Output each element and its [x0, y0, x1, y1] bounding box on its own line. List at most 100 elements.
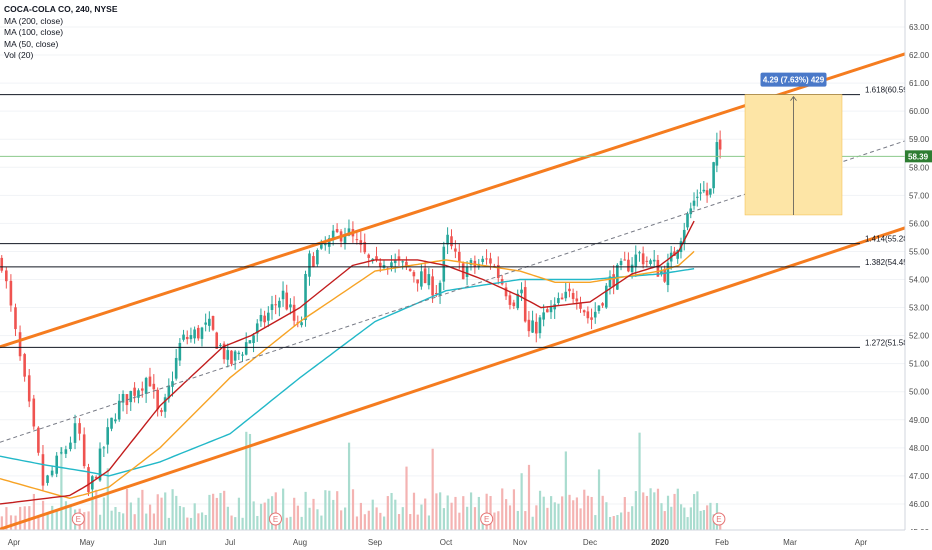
candle-body [230, 350, 233, 364]
volume-bar [612, 515, 615, 530]
candle-body [420, 271, 423, 287]
candle-body [219, 344, 222, 346]
candle-body [401, 261, 404, 263]
fib-label: 1.272(51.58) [865, 338, 911, 347]
candle-body [709, 188, 712, 195]
volume-bar [133, 514, 136, 530]
volume-bar [289, 516, 292, 530]
volume-bar [527, 464, 531, 530]
volume-bar [336, 491, 339, 530]
candle-body [185, 336, 189, 340]
volume-bar [296, 505, 299, 530]
volume-bar [416, 514, 419, 530]
candle-body [673, 251, 676, 256]
volume-bar [324, 490, 327, 530]
volume-bar [666, 495, 670, 530]
volume-bar [386, 496, 389, 530]
measure-label-bg [760, 72, 827, 87]
volume-bar [424, 498, 427, 530]
volume-bar [300, 516, 303, 530]
candle-body [397, 256, 401, 261]
candle-body [718, 139, 722, 150]
candle-body [87, 467, 90, 493]
volume-bar [645, 495, 649, 530]
candle-body [300, 322, 303, 326]
candle-body [267, 312, 270, 321]
candle-body [630, 264, 634, 273]
price-tick-label: 57.00 [909, 191, 930, 200]
price-tick-label: 50.00 [909, 388, 930, 397]
volume-bar [215, 497, 218, 530]
candle-body [106, 427, 109, 445]
candle-body [579, 302, 582, 309]
volume-bar [55, 509, 58, 530]
volume-bar [308, 507, 311, 530]
candle-body [148, 376, 152, 387]
volume-bar [642, 492, 645, 530]
candle-body [454, 248, 457, 252]
candle-body [110, 417, 113, 429]
candle-body [129, 390, 133, 403]
candle-body [604, 285, 608, 308]
candle-body [121, 394, 125, 403]
candle-body [689, 208, 693, 215]
volume-bar [270, 496, 274, 530]
volume-bar [367, 510, 370, 530]
volume-bar [263, 502, 266, 530]
volume-bar [538, 490, 542, 530]
candle-body [469, 260, 473, 265]
volume-bar [564, 451, 567, 530]
candle-body [312, 256, 315, 268]
volume-bar [505, 499, 508, 530]
earnings-marker-label: E [716, 515, 721, 524]
fib-levels: 1.618(60.59) 1.414(55.28) 1.382(54.45) 1.27… [0, 86, 911, 348]
volume-bar [129, 502, 132, 530]
earnings-marker-label: E [273, 515, 278, 524]
volume-bar [446, 495, 449, 530]
candle-body [608, 276, 612, 288]
candle-body [660, 270, 663, 275]
volume-bar [200, 512, 204, 530]
volume-bar [575, 497, 579, 530]
time-tick-label: Sep [368, 538, 383, 547]
candle-body [612, 274, 615, 287]
candle-body [538, 317, 542, 334]
candle-body [423, 268, 427, 284]
volume-bar [344, 507, 347, 530]
ma100-line [0, 250, 695, 500]
chart-legend: COCA-COLA CO, 240, NYSE MA (200, close) … [4, 4, 118, 62]
candle-body [682, 229, 686, 244]
price-tick-label: 63.00 [909, 23, 930, 32]
price-tick-label: 54.00 [909, 276, 930, 285]
volume-bar [141, 489, 144, 530]
price-tick-label: 52.00 [909, 332, 930, 341]
volume-bar [412, 492, 416, 530]
candle-body [98, 448, 102, 481]
volume-bar [520, 473, 523, 530]
candle-body [355, 239, 359, 241]
candle-body [323, 244, 327, 246]
volume-bar [304, 491, 307, 530]
volume-bar [431, 448, 434, 530]
candle-body [255, 323, 259, 334]
candle-body [652, 259, 656, 262]
volume-bar [122, 513, 125, 530]
price-tick-label: 59.00 [909, 135, 930, 144]
candle-body [508, 295, 512, 305]
candle-body [597, 305, 601, 311]
volume-bar [51, 505, 54, 530]
ma200-line [0, 268, 695, 477]
volume-bar [328, 490, 331, 530]
volume-bar [219, 492, 222, 530]
candle-body [94, 476, 98, 479]
legend-title: COCA-COLA CO, 240, NYSE [4, 4, 118, 14]
candle-body [114, 419, 117, 422]
candle-body [27, 375, 31, 402]
candle-body [446, 234, 449, 245]
candle-body [457, 251, 461, 262]
candle-body [393, 259, 397, 264]
volume-bar [152, 513, 156, 530]
candle-body [259, 314, 263, 322]
earnings-marker-icon [269, 512, 282, 526]
